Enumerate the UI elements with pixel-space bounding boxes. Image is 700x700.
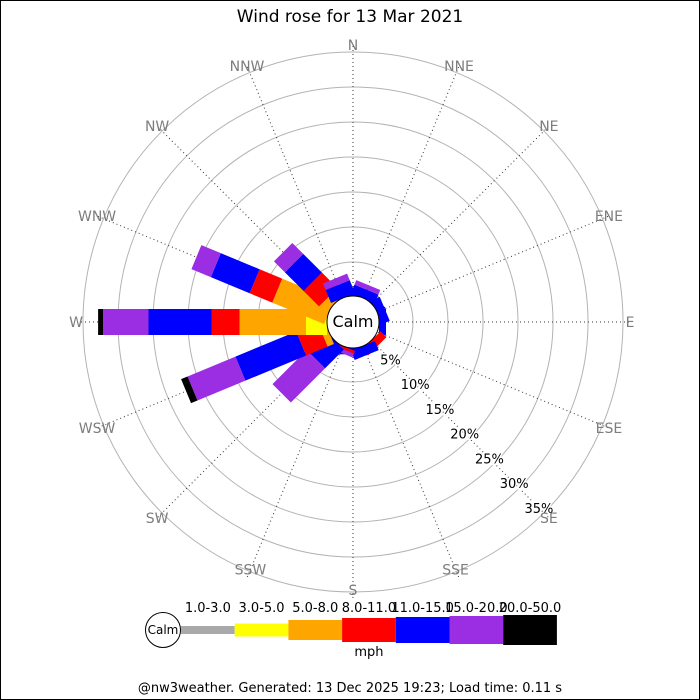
- compass-label-ESE: ESE: [596, 421, 623, 437]
- legend-bin-label-20.0-50.0: 20.0-50.0: [499, 601, 562, 616]
- compass-label-NE: NE: [539, 119, 558, 135]
- grid-ring-35pct: [82, 51, 624, 593]
- grid-spoke-SW: [156, 340, 335, 519]
- petal-WNW: [191, 245, 334, 325]
- legend-swatch-5.0-8.0: [288, 620, 343, 640]
- petal-E-segment-11.0-15.0: [379, 309, 386, 335]
- ring-label-35pct: 35%: [525, 502, 554, 517]
- compass-label-NNW: NNW: [230, 59, 265, 75]
- footer-caption: @nw3weather. Generated: 13 Dec 2025 19:2…: [137, 681, 563, 696]
- legend-swatch-8.0-11.0: [342, 618, 396, 642]
- petal-WSW-segment-20.0-50.0: [181, 376, 198, 404]
- legend-calm-circle: [145, 612, 181, 648]
- compass-label-NNE: NNE: [444, 59, 474, 75]
- petal-NNE-segment-15.0-20.0: [354, 280, 381, 295]
- petal-NW-segment-15.0-20.0: [273, 242, 304, 273]
- compass-label-SSW: SSW: [235, 563, 267, 579]
- petal-W-segment-8.0-11.0: [211, 309, 240, 335]
- legend-units-label: mph: [354, 645, 383, 660]
- legend-bin-label-15.0-20.0: 15.0-20.0: [445, 601, 508, 616]
- petal-NNW-segment-11.0-15.0: [325, 280, 356, 303]
- ring-label-20pct: 20%: [450, 428, 479, 443]
- legend-bin-label-3.0-5.0: 3.0-5.0: [239, 601, 285, 616]
- grid-spoke-WNW: [96, 215, 329, 313]
- compass-label-E: E: [626, 315, 635, 331]
- legend-bin-label-5.0-8.0: 5.0-8.0: [292, 601, 338, 616]
- compass-label-NW: NW: [145, 119, 169, 135]
- legend-bin-label-11.0-15.0: 11.0-15.0: [391, 601, 454, 616]
- petal-NNW: [323, 273, 356, 303]
- compass-label-N: N: [348, 38, 358, 54]
- compass-label-SE: SE: [540, 511, 558, 527]
- grid-spoke-SSE: [362, 346, 460, 579]
- petal-NNW-segment-15.0-20.0: [323, 273, 350, 291]
- legend-bin-label-8.0-11.0: 8.0-11.0: [342, 601, 396, 616]
- ring-label-10pct: 10%: [401, 378, 430, 393]
- legend-calm-label: Calm: [148, 623, 179, 637]
- grid-spoke-NW: [156, 125, 335, 304]
- chart-title: Wind rose for 13 Mar 2021: [236, 7, 464, 27]
- legend-swatch-15.0-20.0: [449, 616, 504, 644]
- compass-label-ENE: ENE: [595, 209, 623, 225]
- grid-spoke-NNW: [246, 65, 344, 298]
- legend-swatch-20.0-50.0: [503, 615, 557, 645]
- grid-spoke-ENE: [377, 215, 610, 313]
- legend-swatch-1.0-3.0: [181, 626, 235, 634]
- legend-swatch-3.0-5.0: [234, 623, 289, 637]
- calm-label: Calm: [332, 312, 373, 331]
- petal-NW-segment-8.0-11.0: [303, 272, 338, 307]
- grid-spoke-ESE: [377, 331, 610, 429]
- compass-label-SSE: SSE: [442, 563, 469, 579]
- compass-label-W: W: [69, 315, 83, 331]
- petal-W: [98, 309, 327, 335]
- petal-WNW-segment-8.0-11.0: [249, 269, 283, 303]
- grid-spoke-NE: [371, 125, 550, 304]
- petal-WNW-segment-15.0-20.0: [191, 245, 221, 278]
- grid-spoke-SE: [371, 340, 550, 519]
- ring-label-25pct: 25%: [475, 452, 504, 467]
- grid-spoke-SSW: [246, 346, 344, 579]
- legend-bin-label-1.0-3.0: 1.0-3.0: [185, 601, 231, 616]
- petal-WSW-segment-11.0-15.0: [235, 331, 307, 381]
- petal-WNW-segment-11.0-15.0: [210, 253, 260, 294]
- calm-circle: [326, 295, 380, 349]
- petal-SW-segment-15.0-20.0: [272, 350, 325, 403]
- legend: Calm 1.0-3.0 3.0-5.0 5.0-8.0 8.0-11.011.0-15…: [145, 601, 562, 660]
- petal-W-segment-5.0-8.0: [239, 309, 306, 335]
- petal-W-segment-11.0-15.0: [148, 309, 212, 335]
- grid-spoke-WSW: [96, 331, 329, 429]
- ring-label-30pct: 30%: [500, 477, 529, 492]
- petal-WSW-segment-15.0-20.0: [187, 356, 246, 401]
- ring-label-15pct: 15%: [426, 403, 455, 418]
- ring-label-5pct: 5%: [380, 353, 401, 368]
- petal-NW-segment-11.0-15.0: [284, 253, 323, 292]
- legend-swatch-11.0-15.0: [395, 617, 450, 643]
- petal-W-segment-15.0-20.0: [103, 309, 149, 335]
- petal-WNW-segment-5.0-8.0: [272, 278, 334, 325]
- compass-label-WNW: WNW: [78, 209, 116, 225]
- compass-label-WSW: WSW: [79, 421, 116, 437]
- compass-label-SW: SW: [146, 511, 169, 527]
- petal-W-segment-20.0-50.0: [98, 309, 103, 335]
- compass-label-S: S: [349, 583, 358, 599]
- petal-E: [379, 309, 386, 335]
- grid-spoke-NNE: [362, 65, 460, 298]
